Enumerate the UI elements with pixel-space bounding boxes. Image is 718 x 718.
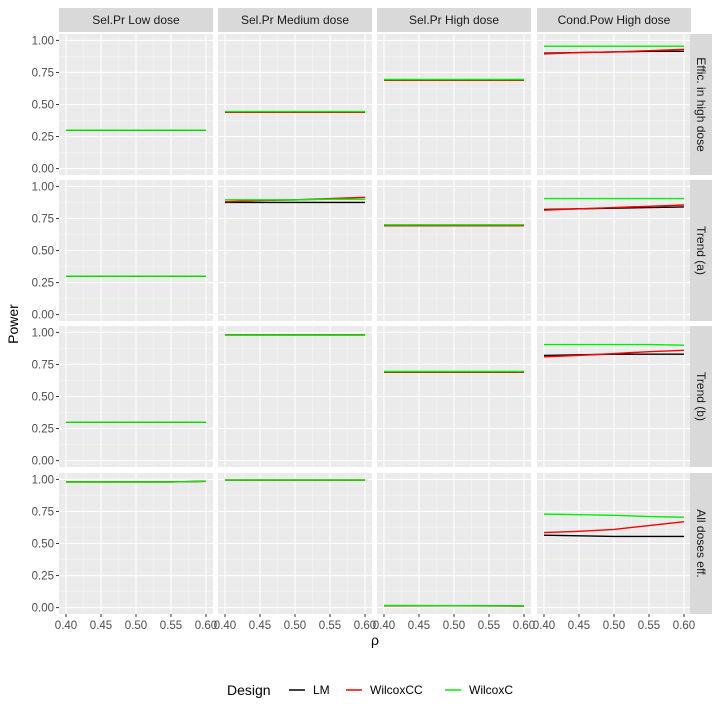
- panel-r2-c0: [59, 326, 213, 467]
- y-tick-label: 1.00: [32, 181, 54, 193]
- x-tick-label: 0.50: [125, 620, 147, 632]
- y-tick-label: 1.00: [32, 327, 54, 339]
- y-axis-title: Power: [5, 304, 21, 344]
- series-line-wilcoxcc: [543, 521, 685, 534]
- panel-r1-c1: [218, 180, 372, 321]
- column-strip: [377, 8, 531, 32]
- panel-r0-c3: [537, 34, 691, 175]
- panel-r2-c2: [377, 326, 531, 467]
- x-tick-label: 0.45: [90, 620, 112, 632]
- y-tick-label: 0.50: [32, 246, 54, 258]
- row-strip: [690, 180, 712, 321]
- y-tick-label: 0.75: [32, 213, 54, 225]
- panel-r1-c0: [59, 180, 213, 321]
- x-tick-label: 0.40: [55, 620, 77, 632]
- panel-r3-c3: [537, 473, 691, 614]
- x-tick-label: 0.45: [249, 620, 271, 632]
- legend-label: LM: [313, 683, 330, 697]
- x-tick-label: 0.50: [443, 620, 465, 632]
- row-strip: [690, 34, 712, 175]
- x-tick-label: 0.55: [478, 620, 500, 632]
- column-strip: [218, 8, 372, 32]
- panel-r1-c3: [537, 180, 691, 321]
- x-tick-label: 0.40: [214, 620, 236, 632]
- row-strip-label: Trend (a): [694, 226, 708, 275]
- y-tick-label: 0.25: [32, 278, 54, 290]
- y-tick-label: 1.00: [32, 35, 54, 47]
- x-tick-label: 0.60: [195, 620, 217, 632]
- x-tick-label: 0.60: [354, 620, 376, 632]
- y-tick-label: 1.00: [32, 474, 54, 486]
- panel-r2-c3: [537, 326, 691, 467]
- y-tick-label: 0.00: [32, 164, 54, 176]
- series-line-wilcoxc: [543, 513, 685, 518]
- x-tick-label: 0.40: [533, 620, 555, 632]
- series-line-wilcoxcc: [543, 48, 685, 55]
- series-line-lm: [543, 534, 684, 538]
- x-tick-label: 0.45: [568, 620, 590, 632]
- column-strip-label: Sel.Pr Low dose: [92, 13, 180, 27]
- x-tick-label: 0.50: [284, 620, 306, 632]
- x-tick-label: 0.55: [319, 620, 341, 632]
- x-tick-label: 0.55: [160, 620, 182, 632]
- y-tick-label: 0.50: [32, 392, 54, 404]
- y-tick-label: 0.50: [32, 100, 54, 112]
- y-tick-label: 0.75: [32, 359, 54, 371]
- x-tick-label: 0.45: [408, 620, 430, 632]
- y-tick-label: 0.25: [32, 132, 54, 144]
- series-line-wilcoxcc: [543, 204, 685, 211]
- column-strip-label: Sel.Pr High dose: [409, 13, 499, 27]
- panel-r2-c1: [218, 326, 372, 467]
- series-line-wilcoxc: [544, 343, 685, 346]
- legend-label: WilcoxCC: [370, 683, 423, 697]
- column-strip: [59, 8, 213, 32]
- y-tick-label: 0.00: [32, 310, 54, 322]
- panel-r3-c0: [59, 473, 213, 614]
- y-tick-label: 0.75: [32, 506, 54, 518]
- series-line-wilcoxcc: [543, 349, 685, 358]
- column-strip-label: Sel.Pr Medium dose: [241, 13, 349, 27]
- x-tick-label: 0.50: [603, 620, 625, 632]
- column-strip-label: Cond.Pow High dose: [558, 13, 671, 27]
- x-tick-label: 0.55: [638, 620, 660, 632]
- row-strip-label: All doses eff.: [694, 509, 708, 577]
- panel-r0-c1: [218, 34, 372, 175]
- y-tick-label: 0.00: [32, 456, 54, 468]
- panel-r1-c2: [377, 180, 531, 321]
- x-axis-title: ρ: [371, 632, 379, 648]
- y-tick-label: 0.75: [32, 67, 54, 79]
- series-line-wilcoxc: [66, 480, 207, 483]
- x-tick-label: 0.60: [673, 620, 695, 632]
- y-tick-label: 0.25: [32, 424, 54, 436]
- x-tick-label: 0.40: [373, 620, 395, 632]
- row-strip-label: Trend (b): [694, 372, 708, 421]
- x-tick-label: 0.60: [513, 620, 535, 632]
- panel-r3-c1: [218, 473, 372, 614]
- legend-label: WilcoxC: [469, 683, 513, 697]
- y-tick-label: 0.00: [32, 603, 54, 615]
- legend-title: Design: [227, 682, 271, 698]
- y-tick-label: 0.25: [32, 571, 54, 583]
- row-strip: [690, 473, 712, 614]
- column-strip: [537, 8, 691, 32]
- series-line-wilcoxc: [225, 198, 365, 201]
- row-strip: [690, 326, 712, 467]
- panel-r3-c2: [377, 473, 531, 614]
- panel-r0-c0: [59, 34, 213, 175]
- panel-r0-c2: [377, 34, 531, 175]
- row-strip-label: Effic. in high dose: [694, 57, 708, 152]
- y-tick-label: 0.50: [32, 539, 54, 551]
